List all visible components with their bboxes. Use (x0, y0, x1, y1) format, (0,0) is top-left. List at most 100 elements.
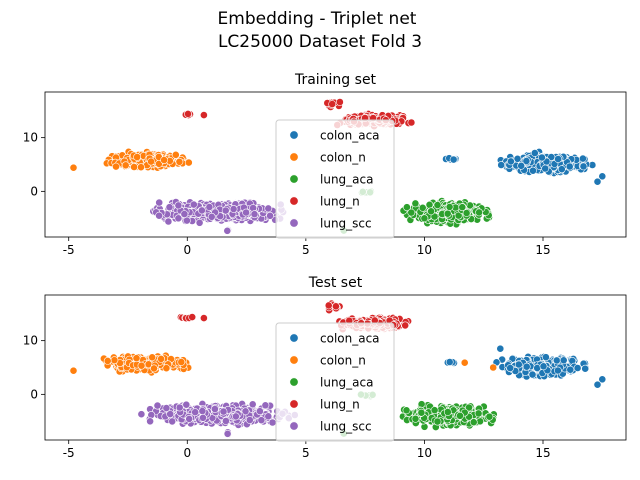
scatter-point-lung_scc (231, 412, 240, 421)
scatter-point-lung_scc (268, 418, 277, 427)
scatter-point-colon_n (162, 364, 171, 373)
scatter-point-colon_n (460, 358, 469, 367)
scatter-point-colon_aca (559, 356, 568, 365)
scatter-point-colon_aca (593, 380, 602, 389)
scatter-point-lung_aca (485, 412, 494, 421)
scatter-point-lung_scc (229, 205, 238, 213)
scatter-point-colon_aca (514, 360, 523, 369)
scatter-point-lung_scc (155, 198, 164, 207)
scatter-point-colon_aca (554, 366, 562, 375)
scatter-point-colon_n (171, 150, 180, 159)
scatter-point-lung_scc (264, 204, 273, 213)
scatter-point-colon_aca (506, 157, 515, 166)
scatter-point-lung_scc (221, 206, 230, 215)
scatter-point-colon_aca (513, 154, 522, 163)
y-tick-label: 0 (30, 387, 38, 401)
figure-title-line2: LC25000 Dataset Fold 3 (218, 32, 422, 52)
scatter-point-colon_n (175, 157, 184, 166)
scatter-point-lung_n (407, 118, 416, 127)
scatter-point-lung_scc (264, 412, 273, 421)
y-tick-label: 10 (23, 334, 38, 348)
scatter-point-lung_n (401, 321, 410, 330)
scatter-point-lung_scc (153, 401, 162, 410)
scatter-point-lung_scc (223, 429, 232, 438)
scatter-point-colon_aca (566, 365, 575, 374)
scatter-point-lung_scc (207, 212, 216, 221)
panel-title: Training set (294, 72, 377, 88)
scatter-point-colon_aca (554, 155, 562, 163)
legend-label-colon_n: colon_n (320, 354, 366, 368)
scatter-point-colon_n (112, 162, 120, 171)
scatter-point-colon_aca (522, 157, 531, 165)
legend-label-lung_aca: lung_aca (320, 173, 373, 187)
scatter-point-lung_n (188, 313, 197, 321)
scatter-point-lung_n (324, 301, 333, 310)
legend-marker-lung_aca (289, 174, 299, 184)
scatter-point-colon_aca (573, 364, 582, 372)
panel-title: Test set (308, 275, 363, 291)
scatter-point-lung_aca (417, 408, 426, 417)
scatter-point-lung_aca (462, 209, 471, 217)
scatter-point-lung_scc (197, 206, 206, 215)
scatter-point-colon_aca (528, 370, 537, 379)
scatter-point-lung_scc (199, 413, 207, 422)
scatter-point-lung_scc (180, 210, 189, 218)
legend-marker-lung_scc (289, 218, 299, 228)
scatter-point-lung_scc (257, 416, 266, 425)
legend-marker-lung_n (289, 399, 299, 409)
test-set-panel: Test set -5 0 5 10 15 0 10 colon_aca colon_n lung_… (23, 275, 627, 460)
x-tick-label: 0 (183, 446, 191, 460)
scatter-point-lung_aca (474, 409, 483, 418)
scatter-point-colon_aca (506, 364, 515, 372)
scatter-point-lung_n (199, 111, 208, 119)
x-tick-label: 10 (417, 243, 432, 257)
scatter-point-lung_scc (155, 211, 163, 220)
scatter-point-lung_aca (433, 417, 442, 426)
x-tick-label: -5 (63, 446, 75, 460)
scatter-point-colon_n (148, 353, 157, 362)
scatter-point-colon_n (69, 163, 78, 172)
scatter-point-lung_aca (456, 411, 464, 420)
y-tick-label: 0 (30, 184, 38, 198)
scatter-point-lung_scc (266, 211, 274, 220)
scatter-point-colon_aca (579, 162, 588, 171)
scatter-point-lung_scc (182, 216, 191, 225)
scatter-point-lung_scc (248, 400, 257, 409)
scatter-point-colon_n (121, 161, 130, 170)
scatter-point-colon_n (132, 354, 141, 363)
scatter-point-lung_aca (443, 408, 452, 416)
scatter-point-colon_aca (517, 161, 526, 170)
legend-marker-lung_n (289, 196, 299, 206)
scatter-point-lung_aca (425, 200, 434, 209)
legend-label-lung_n: lung_n (320, 398, 360, 412)
scatter-point-lung_aca (418, 203, 427, 212)
scatter-point-colon_aca (538, 153, 546, 162)
scatter-point-lung_scc (189, 200, 198, 209)
legend-label-colon_n: colon_n (320, 151, 366, 165)
scatter-point-colon_aca (565, 162, 574, 171)
scatter-point-lung_scc (221, 417, 230, 425)
scatter-point-lung_aca (433, 201, 442, 209)
legend-marker-colon_n (289, 152, 299, 162)
scatter-point-colon_n (157, 354, 165, 363)
scatter-point-lung_scc (191, 408, 200, 417)
legend-label-lung_scc: lung_scc (320, 420, 372, 434)
scatter-point-lung_scc (255, 407, 264, 416)
scatter-point-lung_n (335, 98, 344, 106)
legend-marker-colon_aca (289, 333, 299, 343)
scatter-point-colon_aca (522, 362, 531, 371)
scatter-point-lung_scc (219, 407, 228, 416)
scatter-point-colon_aca (581, 364, 590, 373)
scatter-point-colon_aca (552, 356, 561, 365)
scatter-point-lung_scc (175, 403, 184, 412)
scatter-point-colon_n (103, 356, 112, 365)
scatter-point-lung_scc (168, 417, 177, 426)
scatter-point-colon_aca (593, 177, 602, 186)
scatter-point-lung_n (184, 110, 192, 118)
scatter-point-colon_n (137, 361, 146, 370)
scatter-point-colon_aca (449, 155, 458, 164)
scatter-point-colon_n (489, 363, 498, 372)
x-tick-label: 5 (302, 243, 310, 257)
scatter-point-lung_aca (445, 202, 454, 211)
legend-label-colon_aca: colon_aca (320, 332, 380, 346)
